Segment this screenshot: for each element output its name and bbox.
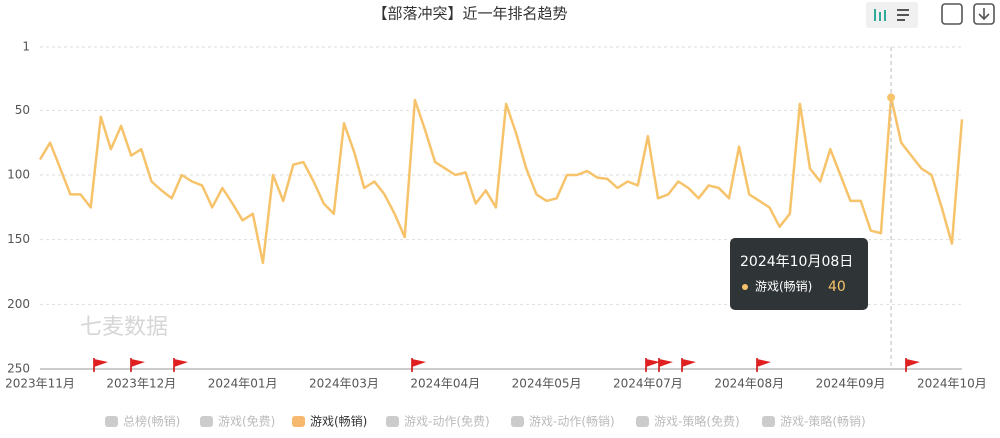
- event-flag: [131, 359, 145, 367]
- icon: [884, 10, 886, 21]
- icon: [897, 19, 905, 21]
- event-flag: [174, 359, 188, 367]
- hover-point: [887, 93, 896, 102]
- download[interactable]: [973, 3, 995, 25]
- x-tick-label: 2024年09月: [816, 377, 886, 391]
- x-tick-label: 2024年07月: [613, 377, 683, 391]
- event-flag: [757, 359, 771, 367]
- x-tick-label: 2024年05月: [512, 377, 582, 391]
- legend-label[interactable]: 游戏-动作(免费): [404, 414, 490, 429]
- legend-swatch[interactable]: [386, 416, 399, 427]
- y-tick-label: 1: [22, 40, 30, 54]
- legend-swatch[interactable]: [762, 416, 775, 427]
- x-tick-label: 2024年10月: [917, 377, 987, 391]
- event-flag: [906, 359, 920, 367]
- event-flag: [646, 359, 660, 367]
- y-tick-label: 100: [7, 168, 30, 182]
- legend-label[interactable]: 游戏(畅销): [310, 415, 367, 429]
- tooltip-date: 2024年10月08日: [740, 254, 853, 270]
- tooltip-value: 40: [828, 279, 846, 295]
- icon: [978, 8, 990, 21]
- icon: [897, 9, 909, 11]
- legend-swatch[interactable]: [105, 416, 118, 427]
- save-image[interactable]: [941, 3, 963, 25]
- x-tick-label: 2024年03月: [309, 377, 379, 391]
- y-tick-label: 50: [15, 103, 30, 117]
- legend-label[interactable]: 游戏-动作(畅销): [529, 415, 615, 429]
- tooltip-dot: [742, 284, 748, 290]
- tooltip-box: [730, 238, 868, 310]
- y-tick-label: 250: [7, 362, 30, 376]
- tooltip-series: 游戏(畅销): [755, 280, 812, 294]
- toolbar[interactable]: [866, 2, 995, 28]
- legend-swatch[interactable]: [511, 416, 524, 427]
- view-toggle[interactable]: [866, 2, 918, 28]
- event-flag: [412, 359, 426, 367]
- legend-swatch[interactable]: [292, 416, 305, 427]
- x-tick-label: 2024年01月: [208, 377, 278, 391]
- x-tick-label: 2024年04月: [410, 377, 480, 391]
- series-line: [38, 96, 964, 265]
- legend-label[interactable]: 游戏-策略(免费): [654, 414, 740, 429]
- legend-label[interactable]: 游戏-策略(畅销): [780, 414, 866, 429]
- y-tick-label: 200: [7, 297, 30, 311]
- x-tick-label: 2023年11月: [5, 377, 75, 391]
- event-flag: [659, 359, 673, 367]
- legend-label[interactable]: 游戏(免费): [218, 414, 275, 429]
- legend-swatch[interactable]: [636, 416, 649, 427]
- legend-swatch[interactable]: [200, 416, 213, 427]
- event-flag: [94, 359, 108, 367]
- x-tick-label: 2023年12月: [106, 377, 176, 391]
- y-tick-label: 150: [7, 232, 30, 246]
- chart-title: 【部落冲突】近一年排名趋势: [372, 5, 567, 23]
- x-tick-label: 2024年08月: [714, 377, 784, 391]
- icon: [897, 14, 909, 16]
- watermark: 七麦数据: [80, 315, 168, 340]
- event-flag: [682, 359, 696, 367]
- icon: [874, 9, 876, 21]
- icon: [879, 12, 881, 21]
- legend-label[interactable]: 总榜(畅销): [123, 414, 180, 429]
